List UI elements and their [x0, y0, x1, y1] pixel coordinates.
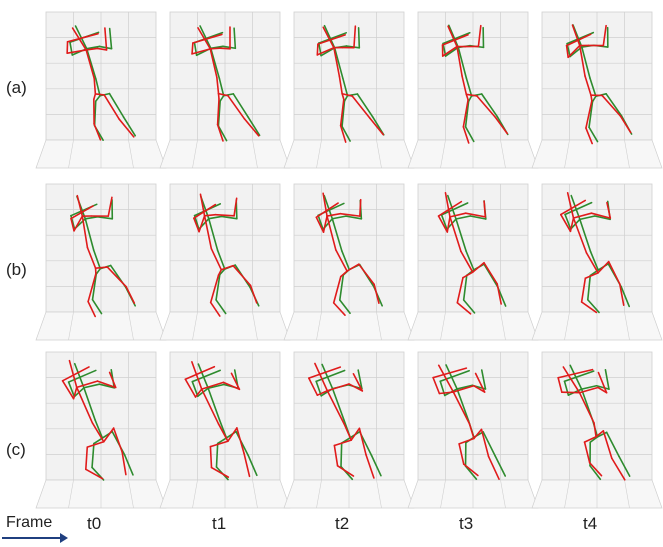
predicted-skeleton [559, 191, 625, 314]
frame-axis-label: Frame [6, 514, 53, 531]
frame-label-t1: t1 [212, 514, 227, 533]
frame-label-t3: t3 [459, 514, 474, 533]
row-label-a: (a) [6, 78, 27, 97]
predicted-skeleton [565, 24, 632, 145]
ground-truth-skeleton [564, 194, 631, 314]
pose-panel-r1-c4 [531, 183, 663, 341]
pose-panel-r0-c1 [159, 11, 291, 169]
pose-panel-r1-c0 [35, 183, 167, 341]
pose-panel-r1-c2 [283, 183, 415, 341]
row-label-b: (b) [6, 260, 27, 279]
predicted-skeleton [184, 361, 251, 478]
predicted-skeleton [557, 366, 626, 481]
ground-truth-skeleton [442, 24, 509, 143]
predicted-skeleton [441, 24, 509, 144]
pose-panel-r0-c3 [407, 11, 539, 169]
pose-panel-r1-c3 [407, 183, 539, 341]
frame-label-t4: t4 [583, 514, 598, 533]
predicted-skeleton [437, 191, 502, 315]
predicted-skeleton [316, 25, 385, 143]
pose-panel-r1-c1 [159, 183, 291, 341]
predicted-skeleton [70, 194, 136, 318]
pose-panel-r2-c0 [35, 351, 167, 509]
pose-panel-r0-c2 [283, 11, 415, 169]
frame-label-t2: t2 [335, 514, 350, 533]
predicted-skeleton [193, 193, 258, 317]
predicted-skeleton [191, 26, 260, 142]
row-label-c: (c) [6, 440, 26, 459]
predicted-skeleton [432, 364, 500, 480]
pose-panel-r2-c2 [283, 351, 415, 509]
pose-panel-r0-c0 [35, 11, 167, 169]
predicted-skeleton [61, 359, 127, 480]
pose-panel-r2-c3 [407, 351, 539, 509]
pose-panel-r2-c1 [159, 351, 291, 509]
predicted-skeleton [308, 362, 375, 479]
frame-arrow-icon [2, 533, 68, 543]
predicted-skeleton [315, 192, 380, 316]
pose-panel-r0-c4 [531, 11, 663, 169]
frame-label-t0: t0 [87, 514, 102, 533]
pose-panel-r2-c4 [531, 351, 663, 509]
predicted-skeleton [66, 27, 135, 141]
